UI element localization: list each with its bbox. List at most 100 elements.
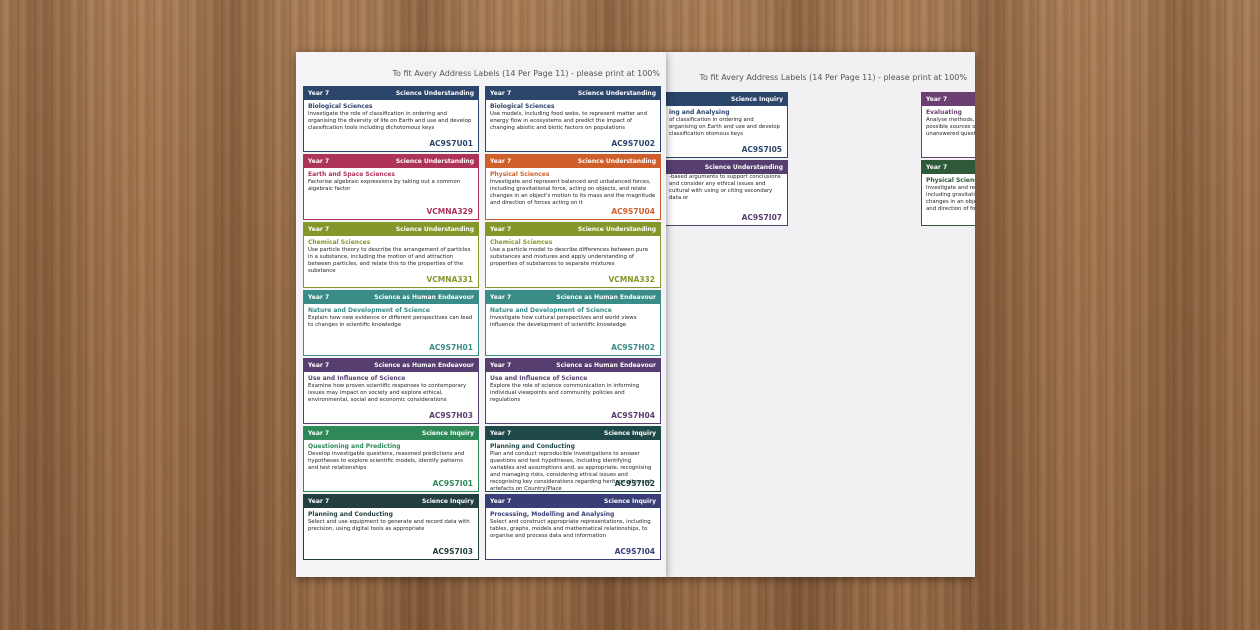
topic: Physical Sciences <box>926 177 975 184</box>
year: Year 7 <box>490 498 512 505</box>
year: Year 7 <box>308 362 330 369</box>
strand: Science Understanding <box>704 164 783 171</box>
year: Year 7 <box>308 498 330 505</box>
topic: Biological Sciences <box>490 103 555 110</box>
label-bar: Science Inquiry <box>665 93 787 106</box>
description: Use a particle model to describe differe… <box>490 247 649 267</box>
description: of classification in ordering and organi… <box>669 117 780 137</box>
label-bar: Year 7 Science Inquiry <box>486 495 660 508</box>
year: Year 7 <box>926 164 948 171</box>
label-card: Year 7 Science Inquiry Planning and Conduc… <box>485 426 661 492</box>
code: AC9S7H01 <box>429 343 473 352</box>
description: Factorise algebraic expressions by takin… <box>308 179 461 192</box>
topic: Processing, Modelling and Analysing <box>490 511 615 518</box>
code: VCMNA329 <box>426 207 473 216</box>
description: Plan and conduct reproducible investigat… <box>490 451 652 492</box>
description: -based arguments to support conclusions … <box>669 174 781 201</box>
strand: Science as Human Endeavour <box>556 362 656 369</box>
year: Year 7 <box>308 226 330 233</box>
strand: Science Inquiry <box>422 430 474 437</box>
label-card: Year 7 Science Understanding Chemical Scie… <box>485 222 661 288</box>
description: Select and construct appropriate represe… <box>490 519 651 539</box>
year: Year 7 <box>490 226 512 233</box>
label-bar: Year 7 Science Inquiry <box>304 495 478 508</box>
year: Year 7 <box>490 362 512 369</box>
page-header: To fit Avery Address Labels (14 Per Page… <box>392 69 660 78</box>
description: Investigate how cultural perspectives an… <box>490 315 637 328</box>
back-page: To fit Avery Address Labels (14 Per Page… <box>665 52 975 577</box>
topic: Chemical Sciences <box>308 239 371 246</box>
description: Explain how new evidence or different pe… <box>308 315 473 328</box>
strand: Science Inquiry <box>604 430 656 437</box>
code: AC9S7H04 <box>611 411 655 420</box>
label-bar: Year 7 Science as Human Endeavour <box>486 359 660 372</box>
topic: Earth and Space Sciences <box>308 171 395 178</box>
description: Develop investigable questions, reasoned… <box>308 451 465 471</box>
strand: Science as Human Endeavour <box>556 294 656 301</box>
topic: Planning and Conducting <box>308 511 393 518</box>
topic: Biological Sciences <box>308 103 373 110</box>
code: AC9S7I07 <box>741 213 782 222</box>
year: Year 7 <box>490 294 512 301</box>
year: Year 7 <box>308 90 330 97</box>
description: Analyse methods, conclusions and claims … <box>926 117 975 137</box>
description: Use particle theory to describe the arra… <box>308 247 471 274</box>
topic: Use and Influence of Science <box>308 375 406 382</box>
label-card: Year 7 Science Understanding Physical Scie… <box>485 154 661 220</box>
year: Year 7 <box>308 294 330 301</box>
label-card: Year 7 Science Understanding Earth and Spa… <box>303 154 479 220</box>
description: Investigate and represent balanced and u… <box>926 185 975 212</box>
year: Year 7 <box>926 96 948 103</box>
year: Year 7 <box>490 430 512 437</box>
topic: ing and Analysing <box>669 109 730 116</box>
code: AC9S7I04 <box>614 547 655 556</box>
strand: Science Understanding <box>395 158 474 165</box>
description: Investigate and represent balanced and u… <box>490 179 656 206</box>
topic: Questioning and Predicting <box>308 443 401 450</box>
label-card: Year 7 Science Inquiry Processing, Modelli… <box>485 494 661 560</box>
code: AC9S7I02 <box>614 479 655 488</box>
front-page: To fit Avery Address Labels (14 Per Page… <box>296 52 666 577</box>
description: Investigate the role of classification i… <box>308 111 472 131</box>
code: VCMNA331 <box>426 275 473 284</box>
label-card: Year 7 Science Inquiry Questioning and Pre… <box>303 426 479 492</box>
year: Year 7 <box>490 90 512 97</box>
code: AC9S7U02 <box>611 139 655 148</box>
code: AC9S7I03 <box>432 547 473 556</box>
label-card: Science Understanding -based arguments to… <box>665 160 788 226</box>
strand: Science Understanding <box>395 90 474 97</box>
code: AC9S7H03 <box>429 411 473 420</box>
topic: Physical Sciences <box>490 171 550 178</box>
strand: Science Inquiry <box>422 498 474 505</box>
label-card: Year 7 Science as Human Endeavour Use and … <box>303 358 479 424</box>
label-card: Year 7 Science as Human Endeavour Nature a… <box>303 290 479 356</box>
code: VCMNA332 <box>608 275 655 284</box>
description: Examine how proven scientific responses … <box>308 383 467 403</box>
code: AC9S7U01 <box>429 139 473 148</box>
label-bar: Year 7 Science Inquiry <box>304 427 478 440</box>
label-bar: Year 7 Science as Human Endeavour <box>486 291 660 304</box>
year: Year 7 <box>308 158 330 165</box>
strand: Science Inquiry <box>604 498 656 505</box>
code: AC9S7I05 <box>741 145 782 154</box>
strand: Science Understanding <box>577 226 656 233</box>
year: Year 7 <box>308 430 330 437</box>
label-bar: Year 7 Science as Human Endeavour <box>304 359 478 372</box>
page-header: To fit Avery Address Labels (14 Per Page… <box>699 73 967 82</box>
label-card: Year 7 Science Understanding Chemical Scie… <box>303 222 479 288</box>
topic: Use and Influence of Science <box>490 375 588 382</box>
label-card: Year 7 Science Understanding Biological Sc… <box>303 86 479 152</box>
code: AC9S7I01 <box>432 479 473 488</box>
label-bar: Year 7 Science as Human Endeavour <box>304 291 478 304</box>
label-card: Year 7 Science Understanding Biological Sc… <box>485 86 661 152</box>
topic: Nature and Development of Science <box>490 307 612 314</box>
description: Explore the role of science communicatio… <box>490 383 640 403</box>
year: Year 7 <box>490 158 512 165</box>
topic: Chemical Sciences <box>490 239 553 246</box>
label-bar: Year 7 Science Inquiry <box>486 427 660 440</box>
